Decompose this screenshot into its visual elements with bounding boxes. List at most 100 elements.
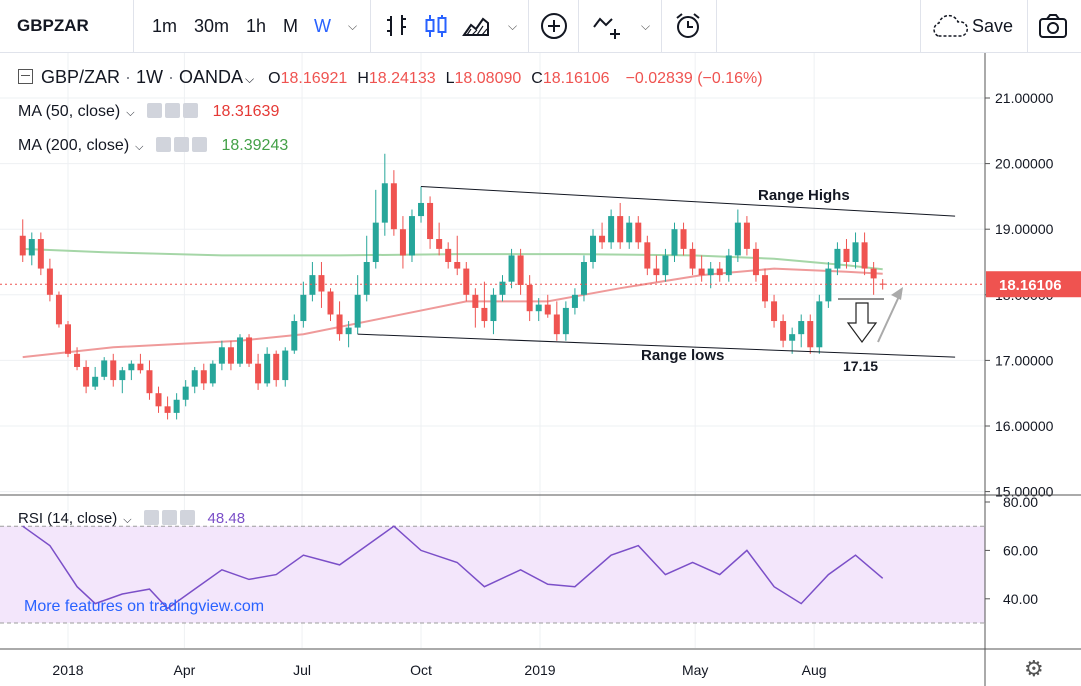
candle — [653, 255, 660, 282]
candle-body — [218, 347, 225, 364]
compare-dropdown-icon[interactable]: ⌵ — [641, 19, 651, 33]
candle — [354, 275, 361, 335]
candle — [399, 216, 406, 269]
candle-body — [327, 291, 334, 315]
collapse-legend-icon[interactable] — [18, 69, 33, 84]
candle — [662, 248, 669, 282]
save-button[interactable]: Save — [972, 16, 1014, 36]
candle-body — [771, 301, 778, 322]
interval-W[interactable]: W — [314, 16, 331, 36]
low-label: L — [445, 70, 455, 87]
close-icon[interactable] — [191, 137, 207, 152]
candle — [472, 288, 479, 328]
gear-icon[interactable] — [173, 137, 189, 152]
rsi-layer — [22, 525, 884, 610]
interval-30m[interactable]: 30m — [194, 16, 230, 36]
interval-1m[interactable]: 1m — [152, 16, 178, 36]
close-icon[interactable] — [182, 103, 198, 118]
candle — [752, 242, 759, 282]
candle — [65, 321, 71, 358]
candles-icon[interactable] — [421, 11, 451, 41]
candle — [291, 314, 298, 354]
trendline — [421, 186, 956, 217]
candle — [644, 235, 651, 276]
candle-body — [716, 268, 723, 276]
candle-body — [354, 294, 361, 328]
candle — [508, 248, 515, 289]
gear-icon[interactable] — [161, 510, 177, 525]
candle — [834, 242, 841, 276]
candle — [743, 216, 750, 256]
candle-body — [408, 216, 415, 256]
candle — [128, 360, 135, 381]
candle-body — [236, 337, 243, 364]
ma200-label[interactable]: MA (200, close) — [18, 137, 130, 154]
toolbar-divider — [716, 0, 717, 52]
close-icon[interactable] — [179, 510, 195, 525]
candle — [771, 294, 778, 328]
candle-body — [644, 242, 651, 269]
chevron-down-icon[interactable]: ⌵ — [135, 141, 144, 153]
alarm-clock-icon[interactable] — [673, 11, 703, 41]
camera-icon[interactable] — [1038, 11, 1068, 41]
candle-body — [445, 248, 452, 262]
top-toolbar: GBPZAR 1m 30m 1h M W ⌵ ⌵ ⌵ Save — [0, 0, 1081, 53]
range-highs-label: Range Highs — [758, 187, 850, 204]
area-chart-icon[interactable] — [461, 11, 491, 41]
eye-icon[interactable] — [143, 510, 159, 525]
last-price-label: 18.16106 — [999, 277, 1062, 294]
candle-body — [825, 268, 832, 302]
candle — [418, 186, 425, 223]
candle-body — [553, 314, 560, 335]
candle — [698, 255, 705, 282]
chevron-down-icon[interactable]: ⌵ — [126, 107, 135, 119]
down-arrow-shape[interactable] — [838, 298, 884, 344]
candle-body — [182, 386, 189, 400]
interval-dropdown-icon[interactable]: ⌵ — [348, 19, 358, 33]
ma50-label[interactable]: MA (50, close) — [18, 103, 121, 120]
interval-M[interactable]: M — [283, 16, 298, 36]
rsi-legend: RSI (14, close) ⌵ 48.48 — [18, 510, 245, 527]
candle-body — [454, 262, 461, 269]
candle-body — [363, 262, 370, 295]
bar-chart-icon[interactable] — [382, 11, 412, 41]
rsi-band — [0, 526, 985, 623]
candle — [273, 350, 280, 387]
chevron-down-icon[interactable]: ⌵ — [123, 514, 132, 526]
chevron-down-icon[interactable]: ⌵ — [245, 72, 255, 86]
candle — [843, 239, 850, 269]
candle-body — [508, 255, 515, 282]
candle — [92, 366, 99, 390]
candle — [635, 216, 642, 249]
candle — [110, 353, 117, 387]
add-indicator-icon[interactable] — [539, 11, 569, 41]
price-chart[interactable]: 21.0000020.0000019.0000018.0000017.00000… — [0, 53, 1081, 686]
candle — [246, 334, 253, 367]
candle — [780, 314, 787, 348]
candle-body — [743, 222, 750, 249]
candle — [725, 248, 732, 282]
settings-gear-icon[interactable]: ⚙ — [1024, 656, 1044, 681]
chart-type-dropdown-icon[interactable]: ⌵ — [508, 19, 518, 33]
compare-icon[interactable] — [592, 11, 622, 41]
eye-icon[interactable] — [146, 103, 162, 118]
candle-body — [336, 314, 343, 335]
candle-body — [137, 363, 144, 371]
candle-body — [128, 363, 135, 371]
eye-icon[interactable] — [155, 137, 171, 152]
price-tick-label: 16.00000 — [995, 418, 1054, 434]
watermark[interactable]: More features on tradingview.com — [24, 598, 264, 615]
candle-body — [264, 353, 271, 384]
symbol-search[interactable]: GBPZAR — [17, 16, 89, 35]
cloud-icon[interactable] — [930, 12, 970, 42]
interval-1h[interactable]: 1h — [246, 16, 267, 36]
ma50-legend: MA (50, close) ⌵ 18.31639 — [18, 103, 279, 121]
candle — [318, 262, 325, 308]
candle — [626, 216, 633, 249]
candle-body — [65, 324, 71, 354]
gear-icon[interactable] — [164, 103, 180, 118]
rsi-label[interactable]: RSI (14, close) — [18, 510, 118, 527]
close-value: 18.16106 — [542, 70, 610, 87]
candle-body — [816, 301, 823, 348]
up-arrow-shape[interactable] — [877, 287, 903, 343]
